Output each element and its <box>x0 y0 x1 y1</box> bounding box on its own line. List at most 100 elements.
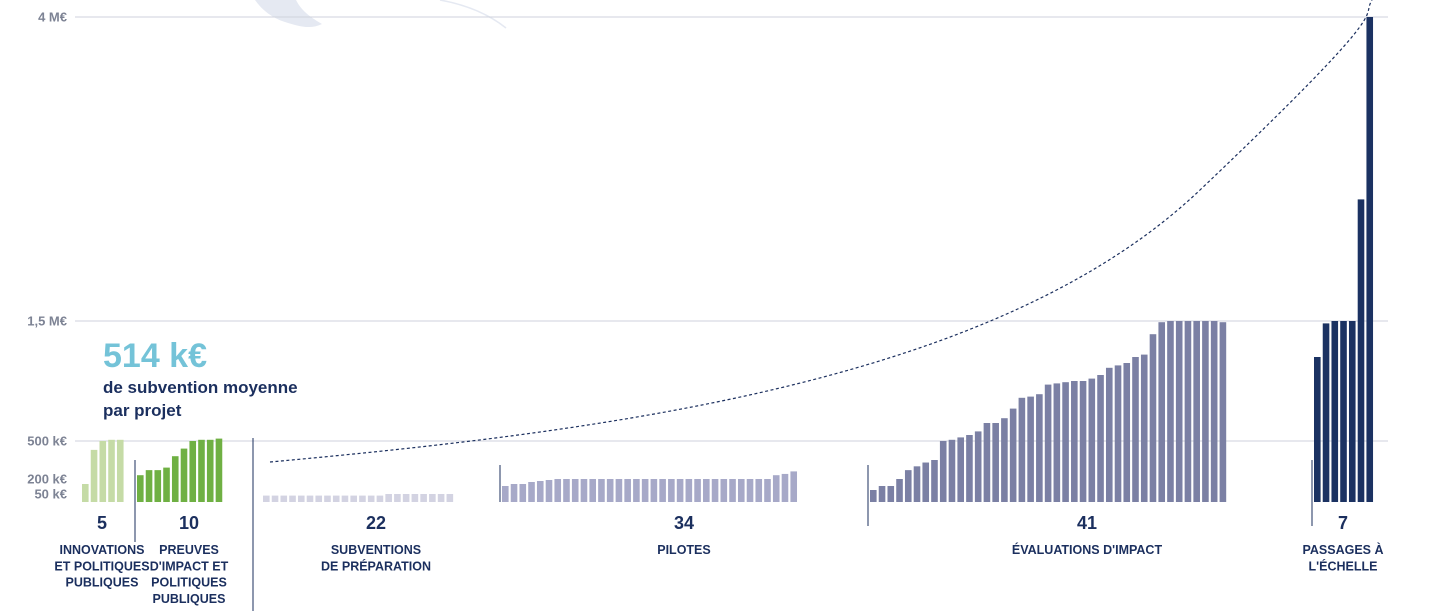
bar <box>402 494 410 502</box>
bar <box>931 460 938 502</box>
bar <box>332 495 340 502</box>
average-value: 514 k€ <box>103 337 207 375</box>
bar <box>772 475 780 502</box>
group-label-line: PUBLIQUES <box>66 576 139 590</box>
bar <box>1097 375 1104 502</box>
bar <box>180 448 188 502</box>
bar <box>510 484 518 502</box>
bar <box>983 423 991 502</box>
bar <box>1009 408 1017 502</box>
bar <box>1175 321 1183 502</box>
y-axis-ticks: 4 M€ 1,5 M€ 500 k€ 200 k€50 k€ <box>27 10 67 502</box>
bar <box>703 479 710 502</box>
group-label-line: POLITIQUES <box>151 576 227 590</box>
bar <box>376 495 384 502</box>
bar <box>939 441 947 502</box>
bar <box>1114 365 1122 502</box>
group-count: 7 <box>1338 513 1348 533</box>
bar <box>711 479 719 502</box>
bar <box>137 475 144 502</box>
bar <box>108 439 115 502</box>
bar <box>315 495 323 502</box>
y-tick-label: 1,5 M€ <box>27 314 67 329</box>
bar <box>615 479 623 502</box>
bar <box>633 479 640 502</box>
y-tick-label: 4 M€ <box>38 10 67 25</box>
group-count: 5 <box>97 513 107 533</box>
bar <box>746 479 754 502</box>
bar <box>1105 367 1113 502</box>
group-label-line: PASSAGES À <box>1302 542 1383 557</box>
group-count: 10 <box>179 513 199 533</box>
bar <box>1053 383 1061 502</box>
bar <box>870 490 877 502</box>
average-text-line-1: de subvention moyenne <box>103 378 298 397</box>
bar <box>154 470 162 502</box>
group-label-line: ET POLITIQUES <box>54 559 149 573</box>
bar <box>563 479 570 502</box>
bar <box>685 479 693 502</box>
bar <box>206 439 214 502</box>
bar <box>324 495 331 502</box>
bar <box>641 479 649 502</box>
bar <box>502 486 509 502</box>
bar <box>1062 382 1069 502</box>
bar <box>790 471 798 502</box>
bar <box>1158 322 1166 502</box>
bar <box>420 494 427 502</box>
bar <box>215 438 223 502</box>
bar <box>1123 363 1131 502</box>
bar <box>171 456 179 502</box>
bar <box>896 479 903 502</box>
bar <box>606 479 614 502</box>
bar <box>189 441 197 502</box>
bar <box>676 479 684 502</box>
bar <box>966 435 973 502</box>
bar <box>589 479 596 502</box>
group-label-line: SUBVENTIONS <box>331 543 421 557</box>
bar <box>781 473 789 502</box>
bar <box>1088 378 1096 502</box>
bar <box>554 479 562 502</box>
bar <box>446 494 454 502</box>
bar <box>198 439 205 502</box>
bar <box>1027 396 1034 502</box>
group-label-line: PREUVES <box>159 543 219 557</box>
bar <box>659 479 666 502</box>
bar <box>668 479 675 502</box>
bar <box>1044 384 1052 502</box>
bar <box>341 495 349 502</box>
bar <box>385 494 392 502</box>
group-label-line: PUBLIQUES <box>153 592 226 606</box>
decorative-map-silhouette <box>255 0 507 29</box>
bar <box>992 423 999 502</box>
group-dividers <box>134 438 1313 611</box>
bar <box>1314 357 1321 502</box>
bar <box>974 431 982 502</box>
y-tick-label: 200 k€ <box>27 472 67 487</box>
bar <box>1079 381 1087 502</box>
bar <box>1348 321 1356 502</box>
bar <box>263 495 270 502</box>
bar <box>729 479 736 502</box>
bar <box>394 494 401 502</box>
bar <box>519 484 527 502</box>
bar <box>1357 199 1365 502</box>
bar <box>1184 321 1192 502</box>
bar <box>571 479 579 502</box>
bar <box>737 479 745 502</box>
bar <box>720 479 728 502</box>
bar <box>99 441 107 502</box>
y-tick-label: 50 k€ <box>34 487 67 502</box>
bar <box>1036 394 1043 502</box>
group-label-line: DE PRÉPARATION <box>321 558 431 573</box>
bar <box>1366 17 1374 502</box>
bar <box>650 479 658 502</box>
group-label-line: ÉVALUATIONS D'IMPACT <box>1012 542 1163 557</box>
group-labels: 5 INNOVATIONS ET POLITIQUES PUBLIQUES 10 PREU… <box>54 513 1383 606</box>
y-tick-label: 500 k€ <box>27 434 67 449</box>
group-label-line: D'IMPACT ET <box>150 559 229 573</box>
bar <box>437 494 445 502</box>
bar <box>887 486 895 502</box>
bar <box>694 479 701 502</box>
